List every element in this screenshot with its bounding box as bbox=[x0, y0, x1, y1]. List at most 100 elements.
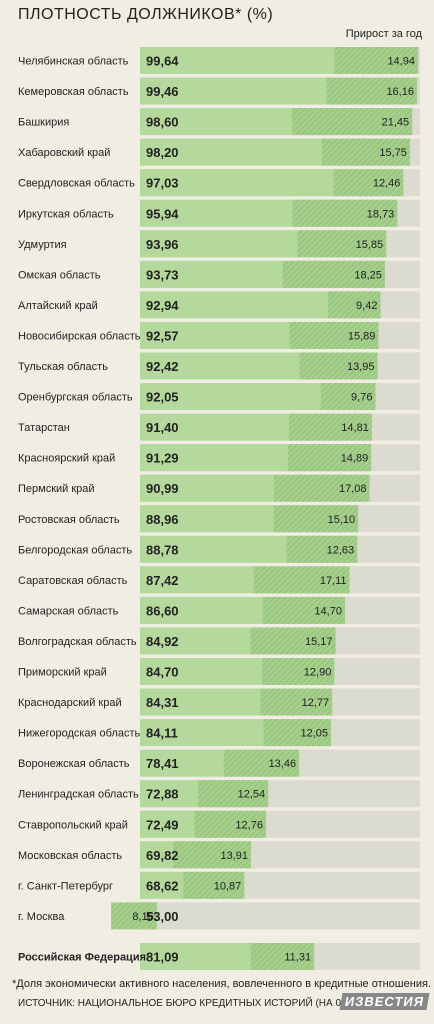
value-label: 92,42 bbox=[146, 359, 179, 374]
bar-growth bbox=[273, 474, 370, 502]
bar-growth bbox=[299, 352, 378, 380]
category-label: Пермский край bbox=[18, 483, 95, 495]
category-label: Свердловская область bbox=[18, 178, 135, 190]
bar-growth bbox=[250, 943, 315, 970]
bar-growth bbox=[111, 902, 157, 930]
value-label: 99,64 bbox=[146, 54, 179, 69]
growth-label: 21,45 bbox=[382, 117, 410, 129]
category-label: Самарская область bbox=[18, 605, 119, 617]
bar-growth bbox=[173, 841, 251, 869]
growth-label: 18,25 bbox=[354, 269, 382, 281]
growth-label: 9,42 bbox=[356, 300, 377, 312]
growth-label: 13,46 bbox=[269, 758, 297, 770]
category-label: Хабаровский край bbox=[18, 147, 110, 159]
publisher-logo: ИЗВЕСТИЯ bbox=[339, 993, 430, 1010]
growth-label: 9,76 bbox=[351, 392, 372, 404]
category-label: Ставропольский край bbox=[18, 819, 128, 831]
category-label: Волгоградская область bbox=[18, 636, 137, 648]
growth-label: 14,89 bbox=[341, 453, 369, 465]
bar-growth bbox=[194, 810, 266, 838]
bar-growth bbox=[288, 413, 372, 441]
value-label: 78,41 bbox=[146, 756, 179, 771]
bar-growth bbox=[289, 321, 379, 349]
category-label: Ростовская область bbox=[18, 514, 120, 526]
growth-label: 13,91 bbox=[220, 850, 248, 862]
bar-growth bbox=[334, 47, 418, 74]
bar-track bbox=[140, 902, 420, 930]
bar-growth bbox=[273, 505, 359, 533]
value-label: 98,20 bbox=[146, 145, 179, 160]
value-label: 84,11 bbox=[146, 726, 178, 741]
value-label: 69,82 bbox=[146, 848, 179, 863]
category-label: Саратовская область bbox=[18, 575, 128, 587]
category-label: Кемеровская область bbox=[18, 86, 129, 98]
category-label: Омская область bbox=[18, 269, 101, 281]
value-label: 84,31 bbox=[146, 695, 179, 710]
value-label: 53,00 bbox=[146, 909, 179, 924]
value-label: 91,29 bbox=[146, 451, 179, 466]
bar-growth bbox=[326, 77, 417, 105]
bar-growth bbox=[297, 230, 387, 258]
growth-label: 16,16 bbox=[386, 86, 414, 98]
growth-label: 14,81 bbox=[341, 422, 369, 434]
growth-label: 12,76 bbox=[235, 819, 263, 831]
category-label: г. Санкт-Петербург bbox=[18, 880, 113, 892]
value-label: 93,96 bbox=[146, 237, 179, 252]
bar-growth bbox=[292, 199, 398, 227]
category-label: Тульская область bbox=[18, 361, 108, 373]
value-label: 91,40 bbox=[146, 420, 179, 435]
value-label: 86,60 bbox=[146, 603, 179, 618]
growth-label: 14,70 bbox=[314, 605, 342, 617]
category-label: Краснодарский край bbox=[18, 697, 122, 709]
value-label: 87,42 bbox=[146, 573, 179, 588]
value-label: 68,62 bbox=[146, 878, 179, 893]
category-label: Удмуртия bbox=[18, 239, 67, 251]
category-label: Белгородская область bbox=[18, 544, 132, 556]
value-label: 92,05 bbox=[146, 390, 179, 405]
bar-growth bbox=[263, 719, 332, 747]
value-label: 81,09 bbox=[146, 950, 179, 965]
growth-label: 13,95 bbox=[347, 361, 375, 373]
chart-title: ПЛОТНОСТЬ ДОЛЖНИКОВ* (%) bbox=[18, 6, 274, 23]
source-note: ИСТОЧНИК: НАЦИОНАЛЬНОЕ БЮРО КРЕДИТНЫХ ИС… bbox=[18, 998, 399, 1009]
growth-label: 17,08 bbox=[339, 483, 367, 495]
bar-growth bbox=[253, 566, 350, 594]
category-label: Татарстан bbox=[18, 422, 70, 434]
growth-label: 15,10 bbox=[328, 514, 356, 526]
bar-growth bbox=[250, 627, 336, 655]
category-label: Челябинская область bbox=[18, 56, 129, 68]
value-label: 84,92 bbox=[146, 634, 179, 649]
value-label: 88,96 bbox=[146, 512, 179, 527]
category-label: Иркутская область bbox=[18, 208, 114, 220]
growth-label: 12,54 bbox=[238, 789, 266, 801]
bar-growth bbox=[286, 535, 358, 563]
category-label: Башкирия bbox=[18, 117, 69, 129]
bar-growth bbox=[197, 780, 269, 808]
growth-label: 12,46 bbox=[373, 178, 401, 190]
footnote: *Доля экономически активного населения, … bbox=[12, 978, 431, 990]
category-label: Ленинградская область bbox=[18, 789, 139, 801]
value-label: 92,57 bbox=[146, 328, 179, 343]
bar-growth bbox=[292, 108, 413, 136]
value-label: 92,94 bbox=[146, 298, 179, 313]
category-label: Воронежская область bbox=[18, 758, 130, 770]
value-label: 88,78 bbox=[146, 542, 179, 557]
category-label: Московская область bbox=[18, 850, 122, 862]
bar-growth bbox=[333, 169, 404, 197]
category-label: Российская Федерация bbox=[18, 952, 146, 964]
category-label: г. Москва bbox=[18, 911, 65, 923]
growth-label: 17,11 bbox=[320, 575, 347, 587]
value-label: 97,03 bbox=[146, 176, 179, 191]
category-label: Приморский край bbox=[18, 667, 107, 679]
value-label: 98,60 bbox=[146, 115, 179, 130]
value-label: 99,46 bbox=[146, 84, 179, 99]
bar-growth bbox=[287, 444, 372, 472]
growth-label: 12,05 bbox=[300, 728, 328, 740]
bar-growth bbox=[327, 291, 381, 319]
category-label: Красноярский край bbox=[18, 453, 115, 465]
growth-label: 11,31 bbox=[284, 952, 311, 964]
value-label: 95,94 bbox=[146, 206, 179, 221]
bar-growth bbox=[262, 596, 345, 624]
value-label: 72,49 bbox=[146, 817, 179, 832]
bar-growth bbox=[183, 871, 245, 899]
